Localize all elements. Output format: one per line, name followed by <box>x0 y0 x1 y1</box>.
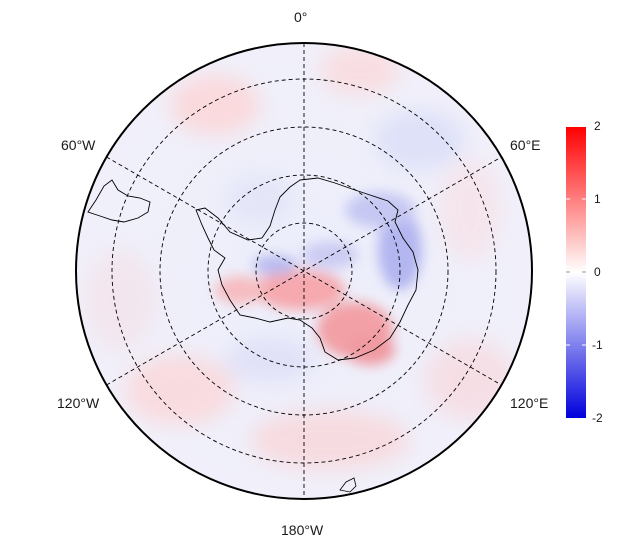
colorbar-tick-1: 1 <box>594 192 601 206</box>
graticule <box>106 43 502 499</box>
lon-label-60w: 60°W <box>61 137 96 153</box>
island-coastline <box>339 477 357 493</box>
colorbar-tick-0: 0 <box>594 265 601 279</box>
lon-label-120w: 120°W <box>57 395 100 411</box>
lon-label-60e: 60°E <box>510 137 541 153</box>
colorbar-tick-minus1: -1 <box>592 338 603 352</box>
lon-label-0: 0° <box>294 9 308 25</box>
antarctica-coastline <box>195 177 419 361</box>
colorbar <box>566 127 586 418</box>
map-boundary <box>75 42 533 500</box>
lon-label-180w: 180°W <box>281 522 324 538</box>
colorbar-tick-minus2: -2 <box>592 411 603 425</box>
lon-label-120e: 120°E <box>510 395 549 411</box>
colorbar-tick-2: 2 <box>594 119 601 133</box>
south-america-coastline <box>87 179 151 223</box>
